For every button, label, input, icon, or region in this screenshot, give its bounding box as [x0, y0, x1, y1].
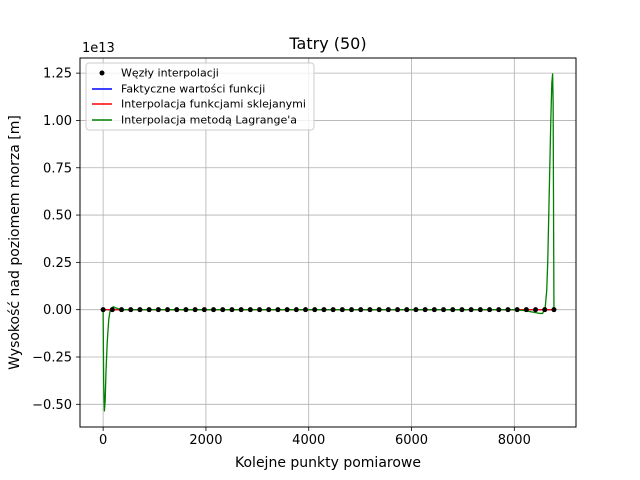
node-point [266, 307, 272, 313]
node-point [137, 307, 143, 313]
node-point [247, 307, 253, 313]
node-point [413, 307, 419, 313]
node-point [468, 307, 474, 313]
node-point [100, 307, 106, 313]
legend-label-lagrange: Interpolacja metodą Lagrange'a [121, 114, 297, 127]
node-point [431, 307, 437, 313]
node-point [376, 307, 382, 313]
node-point [119, 307, 125, 313]
legend-label-actual: Faktyczne wartości funkcji [121, 83, 265, 96]
node-point [183, 307, 189, 313]
legend-marker-nodes [99, 70, 105, 76]
legend-item-actual: Faktyczne wartości funkcji [92, 83, 265, 96]
y-tick-label: 1.25 [43, 67, 72, 82]
node-point [109, 307, 115, 313]
node-point [192, 307, 198, 313]
ticks: 0 2000 4000 6000 8000 −0.50 −0.25 0.00 0.25 0.50 0… [32, 67, 531, 448]
x-axis-label: Kolejne punkty pomiarowe [235, 455, 421, 471]
chart-title: Tatry (50) [288, 34, 366, 53]
legend-label-spline: Interpolacja funkcjami sklejanymi [121, 98, 306, 111]
node-point [201, 307, 207, 313]
node-point [165, 307, 171, 313]
x-tick-label: 8000 [498, 433, 531, 448]
legend-label-nodes: Węzły interpolacji [121, 67, 219, 80]
node-point [367, 307, 373, 313]
x-tick-label: 6000 [395, 433, 428, 448]
y-tick-label: −0.25 [32, 350, 72, 365]
legend-frame [85, 62, 315, 131]
node-point [174, 307, 180, 313]
node-point [422, 307, 428, 313]
y-tick-label: 0.25 [43, 256, 72, 271]
series-layer [100, 73, 557, 412]
node-point [155, 307, 161, 313]
y-offset-label: 1e13 [82, 41, 115, 56]
node-point [533, 307, 539, 313]
legend-item-lagrange: Interpolacja metodą Lagrange'a [92, 114, 297, 127]
x-tick-label: 2000 [189, 433, 222, 448]
node-point [441, 307, 447, 313]
node-point [514, 307, 520, 313]
node-point [395, 307, 401, 313]
node-point [321, 307, 327, 313]
node-point [284, 307, 290, 313]
node-point [238, 307, 244, 313]
legend: Węzły interpolacji Faktyczne wartości fu… [85, 62, 315, 131]
node-point [257, 307, 263, 313]
y-tick-label: −0.50 [32, 398, 72, 413]
node-point [146, 307, 152, 313]
y-axis-label: Wysokość nad poziomem morza [m] [7, 115, 23, 370]
plot-frame [79, 57, 577, 428]
y-tick-label: 0.00 [43, 303, 72, 318]
node-point [229, 307, 235, 313]
y-tick-label: 1.00 [43, 114, 72, 129]
x-tick-label: 0 [99, 433, 107, 448]
node-point [542, 307, 548, 313]
node-point [275, 307, 281, 313]
node-point [312, 307, 318, 313]
legend-item-spline: Interpolacja funkcjami sklejanymi [92, 98, 306, 111]
node-point [128, 307, 134, 313]
node-point [487, 307, 493, 313]
node-point [551, 307, 557, 313]
node-point [211, 307, 217, 313]
node-point [505, 307, 511, 313]
legend-item-nodes: Węzły interpolacji [99, 67, 219, 80]
node-point [450, 307, 456, 313]
node-point [330, 307, 336, 313]
node-point [404, 307, 410, 313]
node-point [358, 307, 364, 313]
node-point [220, 307, 226, 313]
x-tick-label: 4000 [292, 433, 325, 448]
node-point [477, 307, 483, 313]
node-point [523, 307, 529, 313]
series-line [102, 73, 555, 412]
node-point [303, 307, 309, 313]
y-tick-label: 0.75 [43, 161, 72, 176]
node-point [293, 307, 299, 313]
node-point [339, 307, 345, 313]
y-tick-label: 0.50 [43, 209, 72, 224]
node-point [385, 307, 391, 313]
node-point [349, 307, 355, 313]
node-point [459, 307, 465, 313]
node-point [496, 307, 502, 313]
